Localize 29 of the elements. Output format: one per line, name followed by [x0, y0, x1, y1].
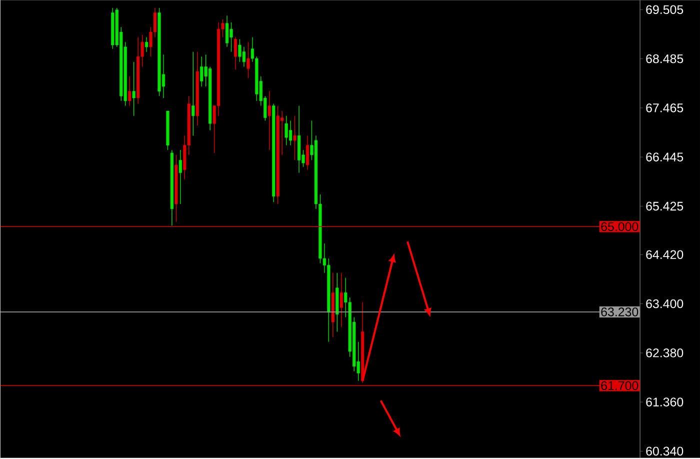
- y-tick-label: 62.380: [646, 348, 684, 358]
- candlestick: [230, 22, 233, 52]
- y-tick-label: 60.340: [646, 446, 684, 456]
- y-tick-label: 68.485: [646, 54, 684, 64]
- candlestick: [306, 135, 310, 170]
- candlestick: [246, 42, 250, 79]
- ref-line-label: 61.700: [601, 381, 638, 390]
- y-tick-label: 61.360: [646, 398, 684, 406]
- candlestick: [225, 15, 229, 48]
- ref-line-label: 63.230: [601, 308, 638, 316]
- y-tick-label: 69.505: [646, 5, 684, 14]
- candlestick: [242, 46, 246, 68]
- candlestick: [293, 116, 296, 161]
- y-tick-label: 63.400: [646, 299, 684, 308]
- candlestick: [340, 272, 343, 328]
- candlestick: [144, 36, 148, 52]
- candlestick: [234, 36, 238, 70]
- y-tick-label: 65.425: [646, 202, 684, 211]
- candlestick: [238, 38, 242, 62]
- candlestick: [192, 51, 195, 136]
- y-tick-label: 67.465: [646, 104, 684, 112]
- y-tick-label: 66.445: [646, 152, 684, 162]
- candlestick: [200, 56, 204, 87]
- y-tick-label: 64.420: [646, 250, 684, 260]
- candlestick: [268, 90, 271, 150]
- candlestick: [132, 62, 136, 116]
- candlestick: [128, 76, 132, 106]
- ref-line-label: 65.000: [601, 222, 638, 232]
- candlestick: [178, 150, 182, 204]
